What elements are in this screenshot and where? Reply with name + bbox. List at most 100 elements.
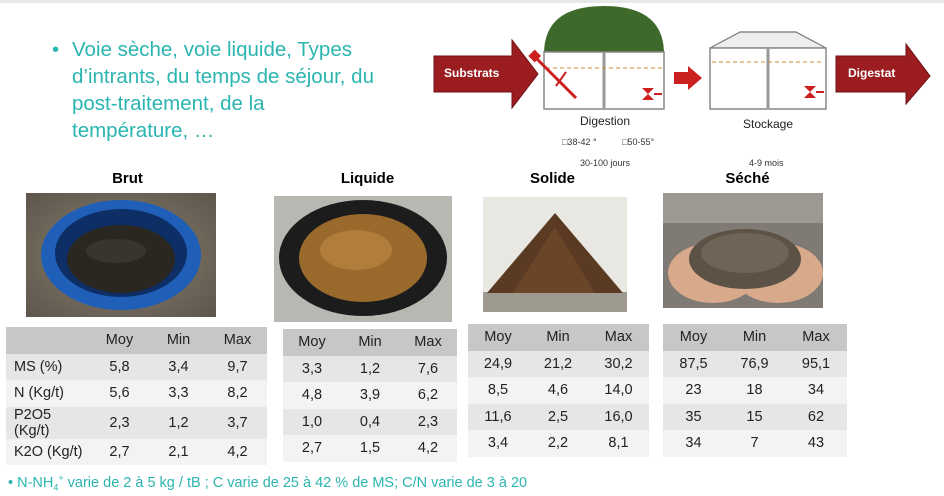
- cell: 5,8: [109, 358, 130, 375]
- storage-valve: [804, 86, 816, 98]
- cell: 11,6: [484, 408, 512, 425]
- table-row: 11,6 2,5 16,0: [468, 403, 649, 430]
- header-moy: Moy: [679, 329, 708, 346]
- cell: 18: [746, 382, 763, 399]
- footnote-marker: •: [8, 474, 14, 491]
- solid-pile-image: [483, 197, 627, 312]
- temperature-thermo: □50-55°: [622, 137, 655, 147]
- digestat-arrow: [835, 42, 931, 106]
- digester-valve: [642, 88, 654, 100]
- cell: 15: [746, 408, 763, 425]
- table-row: 8,5 4,6 14,0: [468, 377, 649, 404]
- liquid-bucket-image: [274, 196, 452, 322]
- footnote-superscript: +: [58, 473, 64, 483]
- header-empty: [6, 327, 90, 354]
- header-min: Min: [358, 334, 382, 351]
- table-header-row: Moy Min Max: [6, 327, 267, 354]
- cell: 2,7: [301, 440, 323, 457]
- bullet-marker: •: [52, 38, 60, 61]
- bullet-line-2: d’intrants, du temps de séjour, du: [72, 65, 374, 88]
- main-bullet: • Voie sèche, voie liquide, Types d’intr…: [52, 36, 412, 144]
- table-header-row: Moy Min Max: [468, 324, 649, 351]
- title-solide: Solide: [529, 170, 575, 187]
- cell: 4,2: [417, 440, 439, 457]
- table-seche: Moy Min Max 87,5 76,9 95,1 23 18 34 35 1…: [663, 324, 847, 457]
- footnote-text: varie de 2 à 5 kg / tB ; C varie de 25 à…: [63, 474, 528, 491]
- cell: 4,8: [301, 387, 323, 404]
- table-row: MS (%) 5,8 3,4 9,7: [6, 353, 267, 380]
- digestion-label: Digestion: [580, 114, 631, 128]
- table-brut: Moy Min Max MS (%) 5,8 3,4 9,7 N (Kg/t) …: [6, 327, 267, 465]
- table-header-row: Moy Min Max: [283, 329, 457, 356]
- blue-bucket-image: [26, 193, 216, 317]
- table-row: K2O (Kg/t) 2,7 2,1 4,2: [6, 438, 267, 465]
- table-row: 3,4 2,2 8,1: [468, 430, 649, 457]
- table-row: 35 15 62: [663, 403, 847, 430]
- table-header-row: Moy Min Max: [663, 324, 847, 351]
- cell: 3,3: [168, 385, 189, 402]
- process-diagram: Substrats Digestion □38-42 ° □50-55° 30-…: [430, 0, 944, 170]
- header-max: Max: [802, 329, 830, 346]
- dried-hands-image: [663, 193, 823, 308]
- cell: 2,2: [547, 435, 569, 452]
- row-label: MS (%): [14, 358, 63, 375]
- table-row: N (Kg/t) 5,6 3,3 8,2: [6, 380, 267, 407]
- mixer-shaft: [532, 54, 578, 100]
- cell: 8,5: [487, 382, 509, 399]
- temperature-meso: □38-42 °: [562, 137, 597, 147]
- mixer-blade: [555, 71, 567, 87]
- cell: 4,2: [227, 443, 248, 460]
- title-brut: Brut: [112, 170, 143, 187]
- cell: 95,1: [801, 355, 831, 372]
- cell: 87,5: [679, 355, 708, 372]
- cell: 4,6: [547, 382, 569, 399]
- digestat-label: Digestat: [848, 66, 896, 80]
- table-row: 87,5 76,9 95,1: [663, 350, 847, 377]
- cell: 9,7: [227, 358, 248, 375]
- cell: 8,2: [227, 385, 248, 402]
- cell: 7: [750, 435, 759, 452]
- digestion-time: 30-100 jours: [580, 158, 631, 168]
- cell: 3,4: [168, 358, 189, 375]
- cell: 5,6: [109, 385, 130, 402]
- table-row: 1,0 0,4 2,3: [283, 408, 457, 435]
- cell: 1,2: [168, 414, 189, 431]
- cell: 2,5: [547, 408, 569, 425]
- substrats-arrow: [433, 38, 539, 110]
- header-min: Min: [166, 332, 191, 349]
- header-min: Min: [546, 329, 570, 346]
- cell: 76,9: [740, 355, 769, 372]
- table-row: 2,7 1,5 4,2: [283, 435, 457, 462]
- table-row: 24,9 21,2 30,2: [468, 350, 649, 377]
- row-label: P2O5 (Kg/t): [14, 406, 52, 439]
- cell: 3,7: [227, 414, 248, 431]
- cell: 1,2: [359, 360, 381, 377]
- cell: 6,2: [417, 387, 439, 404]
- header-moy: Moy: [298, 334, 326, 351]
- cell: 2,1: [168, 443, 189, 460]
- header-max: Max: [223, 332, 252, 349]
- table-solide: Moy Min Max 24,9 21,2 30,2 8,5 4,6 14,0 …: [468, 324, 649, 457]
- table-row: 23 18 34: [663, 377, 847, 404]
- row-label: K2O (Kg/t): [14, 443, 83, 460]
- header-min: Min: [742, 329, 767, 346]
- footnote-nh-prefix: N-NH: [17, 474, 54, 491]
- table-row: 4,8 3,9 6,2: [283, 382, 457, 409]
- cell: 7,6: [417, 360, 439, 377]
- table-row: 34 7 43: [663, 430, 847, 457]
- cell: 0,4: [359, 413, 381, 430]
- title-liquide: Liquide: [340, 170, 395, 187]
- cell: 43: [807, 435, 825, 452]
- cell: 23: [685, 382, 702, 399]
- top-rule: [0, 0, 944, 3]
- transfer-arrow: [674, 66, 702, 90]
- table-row: P2O5 (Kg/t) 2,3 1,2 3,7: [6, 406, 267, 439]
- cell: 1,0: [301, 413, 323, 430]
- bullet-line-3: post-traitement, de la: [72, 92, 265, 115]
- stockage-time: 4-9 mois: [749, 158, 784, 168]
- cell: 34: [807, 382, 825, 399]
- cell: 21,2: [543, 355, 573, 372]
- cell: 35: [685, 408, 702, 425]
- stockage-label: Stockage: [743, 117, 794, 131]
- header-moy: Moy: [105, 332, 134, 349]
